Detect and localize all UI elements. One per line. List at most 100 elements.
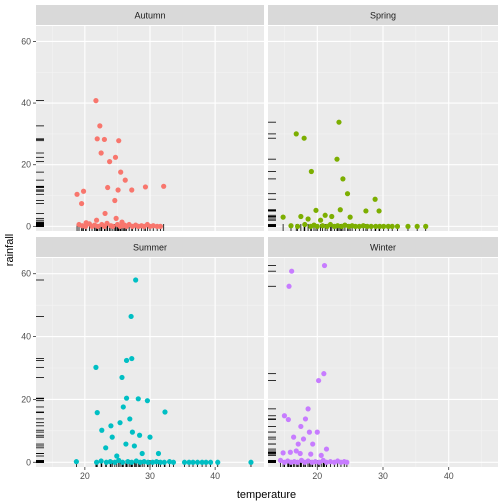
data-point-summer <box>123 357 130 364</box>
panel-spring: Spring <box>268 5 498 231</box>
data-point-summer <box>103 459 109 465</box>
data-point-spring <box>356 223 362 229</box>
data-point-autumn <box>105 184 111 191</box>
data-point-winter <box>291 434 297 440</box>
data-point-autumn <box>102 210 108 217</box>
data-point-summer <box>203 459 209 465</box>
data-point-summer <box>139 450 145 457</box>
data-point-summer <box>93 459 100 465</box>
data-point-autumn <box>104 220 110 226</box>
data-point-spring <box>363 208 369 214</box>
x-tick-label: 20 <box>312 471 322 481</box>
data-point-autumn <box>150 223 156 229</box>
data-point-autumn <box>116 138 122 144</box>
data-point-spring <box>389 223 395 229</box>
data-point-winter <box>285 416 291 423</box>
data-point-spring <box>317 217 324 223</box>
data-point-winter <box>294 459 301 465</box>
data-point-spring <box>329 213 335 220</box>
data-point-spring <box>376 208 382 214</box>
data-point-summer <box>125 459 131 465</box>
data-point-summer <box>103 445 109 451</box>
data-point-summer <box>157 459 164 465</box>
data-point-summer <box>190 459 196 465</box>
strip-label-autumn: Autumn <box>134 11 165 21</box>
data-point-autumn <box>94 136 100 142</box>
data-point-winter <box>305 458 311 464</box>
data-point-summer <box>120 459 126 465</box>
data-point-summer <box>186 459 192 465</box>
data-point-winter <box>308 451 314 457</box>
data-point-summer <box>123 441 129 447</box>
data-point-summer <box>107 459 113 465</box>
data-point-winter <box>323 446 330 452</box>
y-tick-label: 40 <box>21 98 31 108</box>
data-point-spring <box>293 131 299 137</box>
data-point-summer <box>128 313 134 320</box>
data-point-spring <box>337 207 343 213</box>
data-point-winter <box>302 416 309 422</box>
data-point-autumn <box>113 215 119 221</box>
data-point-winter <box>293 448 299 454</box>
data-point-spring <box>373 223 379 229</box>
data-point-spring <box>372 196 378 202</box>
strip-summer <box>36 237 264 257</box>
data-point-autumn <box>82 223 89 229</box>
data-point-summer <box>137 459 143 465</box>
data-point-winter <box>281 413 288 419</box>
data-point-winter <box>295 441 301 447</box>
y-tick-label: 0 <box>26 457 31 467</box>
data-point-summer <box>207 459 214 465</box>
y-tick-label: 60 <box>21 36 31 46</box>
x-tick-label: 30 <box>145 471 155 481</box>
y-tick-label: 20 <box>21 394 31 404</box>
data-point-spring <box>364 223 370 229</box>
data-point-autumn <box>129 187 135 193</box>
data-point-autumn <box>142 184 149 190</box>
data-point-winter <box>289 268 295 274</box>
data-point-summer <box>93 364 99 370</box>
data-point-spring <box>302 221 308 228</box>
x-tick-label: 40 <box>210 471 220 481</box>
data-point-autumn <box>110 223 116 229</box>
data-point-winter <box>298 423 304 430</box>
data-point-summer <box>161 459 167 465</box>
data-point-summer <box>116 457 122 463</box>
data-point-spring <box>314 223 320 229</box>
data-point-spring <box>368 223 374 229</box>
x-axis-title: temperature <box>237 489 296 501</box>
data-point-winter <box>305 406 311 412</box>
data-point-spring <box>414 223 420 229</box>
data-point-summer <box>135 396 141 402</box>
data-point-spring <box>342 222 348 228</box>
data-point-winter <box>316 377 322 384</box>
data-point-spring <box>313 207 319 213</box>
data-point-summer <box>150 459 156 465</box>
data-point-winter <box>314 429 320 435</box>
strip-autumn <box>36 5 264 25</box>
data-point-spring <box>327 221 334 228</box>
data-point-spring <box>335 223 341 229</box>
strip-label-winter: Winter <box>370 243 396 253</box>
data-point-summer <box>248 459 254 465</box>
data-point-summer <box>120 404 126 410</box>
data-point-summer <box>181 459 188 465</box>
data-point-spring <box>298 213 304 220</box>
data-point-winter <box>316 459 322 465</box>
data-point-summer <box>98 458 104 464</box>
data-point-summer <box>162 409 168 415</box>
x-tick-label: 40 <box>444 471 454 481</box>
data-point-summer <box>166 459 173 465</box>
data-point-summer <box>133 458 139 464</box>
data-point-autumn <box>112 197 118 204</box>
data-point-summer <box>133 277 139 283</box>
data-point-autumn <box>122 177 128 183</box>
data-point-summer <box>108 423 114 429</box>
data-point-summer <box>136 432 143 438</box>
data-point-spring <box>394 223 401 229</box>
data-point-winter <box>280 450 286 456</box>
strip-spring <box>268 5 498 25</box>
data-point-summer <box>144 398 150 404</box>
